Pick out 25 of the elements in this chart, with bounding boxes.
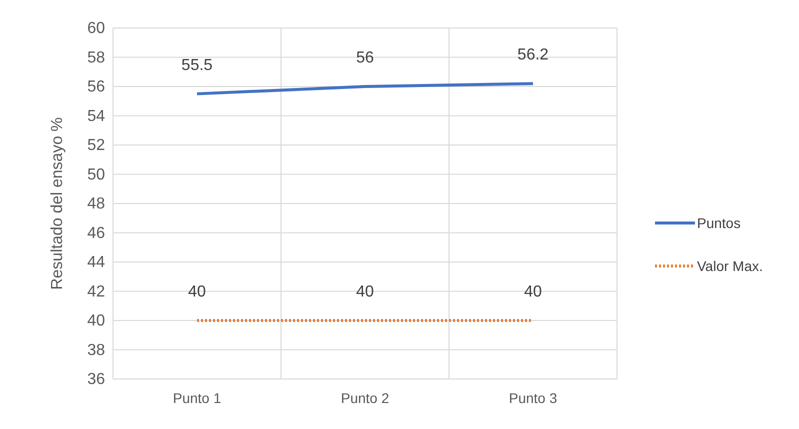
legend-label: Valor Max. bbox=[697, 258, 763, 274]
legend-label: Puntos bbox=[697, 215, 741, 231]
x-tick-label: Punto 3 bbox=[508, 390, 558, 406]
y-tick-label: 52 bbox=[87, 137, 106, 154]
data-label: 56.2 bbox=[517, 46, 549, 64]
y-tick-label: 46 bbox=[87, 224, 106, 242]
data-label: 55.5 bbox=[181, 56, 213, 74]
y-tick-label: 60 bbox=[87, 20, 106, 38]
y-tick-label: 40 bbox=[87, 312, 106, 330]
y-axis-title: Resultado del ensayo % bbox=[49, 117, 66, 290]
y-tick-label: 36 bbox=[87, 371, 106, 388]
data-label: 56 bbox=[356, 50, 374, 66]
y-tick-label: 54 bbox=[87, 108, 106, 125]
data-label: 40 bbox=[524, 284, 542, 300]
y-tick-label: 58 bbox=[87, 49, 106, 66]
data-label: 40 bbox=[188, 284, 206, 300]
y-tick-label: 44 bbox=[87, 254, 106, 272]
y-tick-label: 48 bbox=[87, 196, 106, 213]
y-tick-label: 56 bbox=[87, 78, 106, 96]
y-tick-label: 38 bbox=[87, 342, 106, 359]
y-tick-label: 42 bbox=[87, 283, 106, 300]
y-tick-label: 50 bbox=[87, 166, 106, 184]
x-tick-label: Punto 1 bbox=[172, 390, 222, 406]
x-tick-label: Punto 2 bbox=[340, 390, 390, 406]
data-label: 40 bbox=[356, 284, 374, 300]
